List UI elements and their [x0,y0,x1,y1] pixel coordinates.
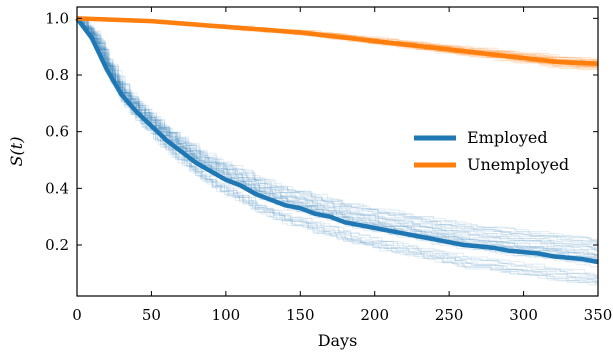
bootstrap-curve-employed [77,17,598,279]
bootstrap-curve-employed [77,18,599,262]
bootstrap-curve-employed [77,18,598,268]
y-tick-label: 0.2 [45,236,69,254]
series-lines [75,16,599,265]
plot-frame [76,6,599,297]
bootstrap-curve-employed [77,18,598,251]
x-tick-label: 150 [286,306,315,324]
bootstrap-curve-employed [77,18,598,248]
x-tick-label: 200 [360,306,389,324]
bootstrap-curve-employed [77,17,598,278]
bootstrap-curve-unemployed [77,17,598,71]
bootstrap-curve-employed [77,17,598,255]
bootstrap-curve-employed [77,18,598,243]
bootstrap-curve-employed [77,17,598,282]
y-tick-label: 0.6 [45,123,69,141]
x-tick-label: 300 [509,306,538,324]
bootstrap-curve-employed [77,17,598,249]
bootstrap-curve-employed [77,17,598,285]
bootstrap-curve-employed [77,17,598,243]
legend-label-unemployed: Unemployed [467,155,569,174]
x-tick-label: 250 [435,306,464,324]
bootstrap-curve-employed [77,17,598,252]
bootstrap-curve-employed [77,18,598,241]
bootstrap-curve-employed [77,17,598,245]
bootstrap-curve-employed [77,19,598,248]
x-tick-label: 350 [584,306,613,324]
x-tick-label: 100 [212,306,241,324]
bootstrap-curve-employed [77,17,598,240]
bootstrap-curve-employed [77,17,598,286]
x-tick-label: 0 [72,306,82,324]
bootstrap-curve-employed [77,17,598,245]
y-tick-label: 1.0 [45,9,69,27]
y-tick-label: 0.8 [45,66,69,84]
y-tick-label: 0.4 [45,179,69,197]
series-line-employed [75,16,599,265]
legend-label-employed: Employed [467,128,548,147]
bootstrap-curve-employed [77,18,598,256]
x-tick-label: 50 [142,306,161,324]
bootstrap-curve-employed [77,17,598,256]
x-axis-label: Days [318,331,358,350]
legend: Employed Unemployed [414,128,569,174]
bootstrap-curve-employed [77,18,598,250]
bootstrap-curve-employed [77,17,598,257]
bootstrap-curve-employed [77,17,598,256]
x-axis-ticks: 0 50 100 150 200 250 300 350 [72,7,612,324]
bootstrap-curve-employed [77,19,598,278]
bootstrap-curve-employed [77,17,598,241]
y-axis-label: S(t) [7,137,26,167]
bootstrap-curve-employed [77,18,598,284]
bootstrap-curve-employed [77,17,598,252]
bootstrap-curve-employed [77,19,598,258]
bootstrap-curve-employed [77,18,598,278]
series-line-unemployed [76,16,599,66]
y-axis-ticks: 0.2 0.4 0.6 0.8 1.0 [45,9,598,254]
bootstrap-curve-employed [77,19,598,257]
bootstrap-curve-employed [77,17,598,261]
